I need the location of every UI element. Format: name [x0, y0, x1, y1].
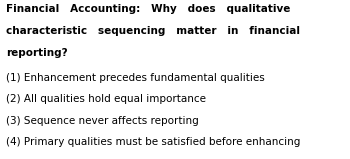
Text: Financial   Accounting:   Why   does   qualitative: Financial Accounting: Why does qualitati… [6, 4, 290, 14]
Text: (4) Primary qualities must be satisfied before enhancing: (4) Primary qualities must be satisfied … [6, 137, 301, 147]
Text: reporting?: reporting? [6, 48, 68, 58]
Text: (2) All qualities hold equal importance: (2) All qualities hold equal importance [6, 94, 206, 104]
Text: characteristic   sequencing   matter   in   financial: characteristic sequencing matter in fina… [6, 26, 300, 36]
Text: (3) Sequence never affects reporting: (3) Sequence never affects reporting [6, 116, 199, 126]
Text: (1) Enhancement precedes fundamental qualities: (1) Enhancement precedes fundamental qua… [6, 73, 265, 83]
